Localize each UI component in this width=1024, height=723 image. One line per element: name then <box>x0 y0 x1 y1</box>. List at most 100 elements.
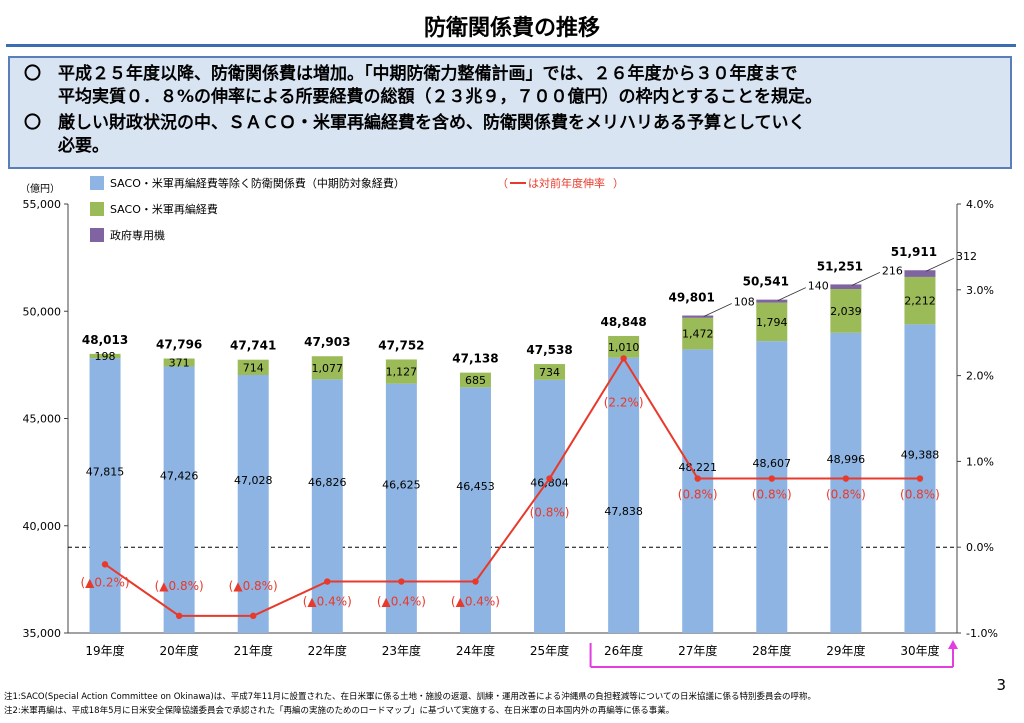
legend-swatch-1 <box>90 202 104 216</box>
bar-base-24年度 <box>459 387 491 633</box>
growth-rate-label: (0.8%) <box>900 488 940 502</box>
right-tick-label: -1.0% <box>966 627 998 640</box>
base-value-label: 46,453 <box>456 480 495 493</box>
base-value-label: 47,838 <box>604 505 643 518</box>
total-value-label: 49,801 <box>669 291 715 305</box>
base-value-label: 49,388 <box>901 449 940 462</box>
x-category-label: 20年度 <box>159 643 198 658</box>
bar-saco-25年度 <box>534 364 566 380</box>
aircraft-leader-line <box>703 303 732 317</box>
right-tick-label: 0.0% <box>966 541 994 554</box>
bar-base-28年度 <box>756 341 788 633</box>
legend-label-2: 政府専用機 <box>110 228 165 242</box>
page-title: 防衛関係費の推移 <box>423 16 600 41</box>
total-value-label: 48,013 <box>82 333 128 347</box>
bar-saco-29年度 <box>830 289 862 333</box>
saco-value-label: 685 <box>465 374 486 387</box>
right-tick-label: 3.0% <box>966 284 994 297</box>
bar-base-21年度 <box>237 374 269 633</box>
growth-rate-point <box>101 561 109 568</box>
bar-saco-20年度 <box>163 358 195 367</box>
growth-rate-point <box>842 475 850 482</box>
left-tick-label: 40,000 <box>23 520 62 533</box>
bar-saco-21年度 <box>237 359 269 375</box>
x-category-label: 28年度 <box>752 643 791 658</box>
growth-rate-label: (2.2%) <box>604 395 644 409</box>
bar-saco-23年度 <box>385 359 417 384</box>
x-category-label: 26年度 <box>604 643 643 658</box>
legend-swatch-2 <box>90 228 104 242</box>
period-arrow-head <box>948 640 958 649</box>
bar-base-19年度 <box>89 358 121 633</box>
bar-aircraft-27年度 <box>682 315 714 318</box>
x-category-label: 21年度 <box>234 643 273 658</box>
summary-bullet-2: 〇 厳しい財政状況の中、ＳＡＣＯ・米軍再編経費を含め、防衛関係費をメリハリある予… <box>24 112 999 158</box>
x-category-label: 30年度 <box>900 643 939 658</box>
growth-rate-point <box>472 578 479 585</box>
base-value-label: 48,996 <box>827 453 866 466</box>
saco-value-label: 198 <box>95 350 116 363</box>
legend-swatch-0 <box>90 176 104 190</box>
legend-line-prefix: （ <box>497 177 508 190</box>
left-tick-label: 50,000 <box>23 305 62 318</box>
base-value-label: 48,607 <box>753 457 792 470</box>
aircraft-leader-line <box>851 272 881 286</box>
growth-rate-point <box>694 475 701 482</box>
legend-line-suffix: ） <box>613 177 624 190</box>
saco-value-label: 371 <box>169 356 190 369</box>
base-value-label: 46,625 <box>382 478 421 491</box>
growth-rate-label: (▲0.4%) <box>451 595 500 609</box>
growth-rate-label: (0.8%) <box>826 488 866 502</box>
bar-aircraft-29年度 <box>830 284 862 290</box>
title-underline <box>6 44 1016 47</box>
growth-rate-label: (▲0.4%) <box>303 595 352 609</box>
right-tick-label: 1.0% <box>966 455 994 468</box>
growth-rate-label: (▲0.4%) <box>377 595 426 609</box>
growth-rate-point <box>546 475 553 482</box>
aircraft-leader-line <box>777 287 806 302</box>
bar-saco-27年度 <box>682 317 714 350</box>
left-tick-label: 55,000 <box>23 198 62 211</box>
bar-saco-24年度 <box>459 372 491 388</box>
summary-bullet-1: 〇 平成２５年度以降、防衛関係費は増加。「中期防衛力整備計画」では、２６年度から… <box>24 63 999 109</box>
aircraft-leader-line <box>925 257 955 272</box>
x-category-label: 27年度 <box>678 643 717 658</box>
bar-saco-30年度 <box>904 276 936 325</box>
aircraft-value-label: 216 <box>882 264 903 277</box>
summary-bullet-1-line-2: 平均実質０．８%の伸率による所要経費の総額（２３兆９，７００億円）の枠内とするこ… <box>24 87 823 107</box>
footnote-1: 注1:SACO(Special Action Committee on Okin… <box>4 692 817 702</box>
x-category-label: 22年度 <box>308 643 347 658</box>
left-tick-label: 35,000 <box>23 627 62 640</box>
growth-rate-label: (0.8%) <box>530 506 570 520</box>
saco-value-label: 1,794 <box>756 316 788 329</box>
right-tick-label: 4.0% <box>966 198 994 211</box>
bar-base-29年度 <box>830 332 862 633</box>
x-category-label: 23年度 <box>382 643 421 658</box>
total-value-label: 51,251 <box>817 259 863 273</box>
saco-value-label: 1,077 <box>312 362 344 375</box>
period-label: 26中期防衛力整備計画期間 <box>697 671 846 672</box>
legend-label-1: SACO・米軍再編経費 <box>110 202 218 216</box>
growth-rate-label: (0.8%) <box>678 488 718 502</box>
base-value-label: 46,804 <box>530 476 569 489</box>
aircraft-value-label: 108 <box>734 296 755 309</box>
growth-rate-line <box>104 356 920 617</box>
bar-base-27年度 <box>682 349 714 633</box>
total-value-label: 50,541 <box>743 275 789 289</box>
saco-value-label: 1,010 <box>608 341 640 354</box>
bar-saco-26年度 <box>608 335 640 358</box>
summary-box: 〇 平成２５年度以降、防衛関係費は増加。「中期防衛力整備計画」では、２６年度から… <box>8 56 1012 169</box>
summary-bullet-2-line-1: 〇 厳しい財政状況の中、ＳＡＣＯ・米軍再編経費を含め、防衛関係費をメリハリある予… <box>24 113 806 133</box>
total-value-label: 47,796 <box>156 338 202 352</box>
x-category-label: 24年度 <box>456 643 495 658</box>
bar-base-25年度 <box>534 379 566 633</box>
aircraft-value-label: 140 <box>808 280 829 293</box>
total-value-label: 47,752 <box>378 338 424 352</box>
footnote-2: 注2:米軍再編は、平成18年5月に日米安全保障協議委員会で承認された「再編の実施… <box>4 706 675 716</box>
x-category-label: 19年度 <box>85 643 124 658</box>
bar-base-22年度 <box>311 379 343 633</box>
growth-rate-label: (0.8%) <box>752 488 792 502</box>
defense-budget-chart: 35,000 40,000 45,000 50,000 55,000 （億円） -1.0% 0… <box>20 176 998 672</box>
legend-line-label: は対前年度伸率 <box>528 176 605 190</box>
bar-base-20年度 <box>163 366 195 633</box>
